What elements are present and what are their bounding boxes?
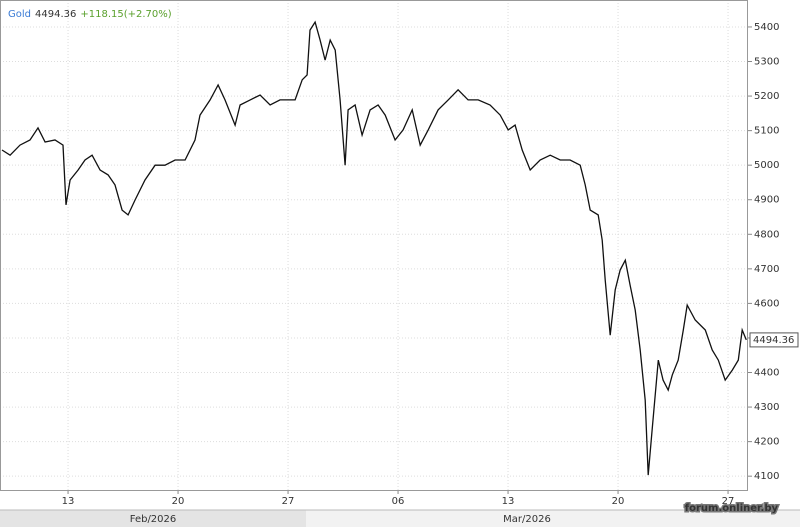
x-tick-label: 27	[722, 496, 735, 507]
month-band	[0, 510, 306, 527]
month-band	[306, 510, 800, 527]
watermark: forum.onliner.by	[685, 503, 779, 514]
y-tick-label: 5300	[754, 57, 779, 68]
instrument-name: Gold	[8, 9, 31, 20]
y-tick-label: 5400	[754, 22, 779, 33]
y-tick-label: 4600	[754, 298, 779, 309]
y-tick-label: 5000	[754, 160, 779, 171]
y-tick-label: 4800	[754, 229, 779, 240]
y-tick-label: 4200	[754, 437, 779, 448]
x-tick-label: 13	[502, 496, 515, 507]
header: Gold 4494.36 +118.15(+2.70%)	[8, 9, 172, 20]
month-label: Feb/2026	[130, 514, 177, 525]
x-tick-label: 27	[282, 496, 295, 507]
y-tick-label: 4900	[754, 195, 779, 206]
price-marker-label: 4494.36	[753, 335, 794, 346]
change: +118.15(+2.70%)	[80, 9, 171, 20]
x-tick-label: 20	[612, 496, 625, 507]
x-tick-label: 06	[392, 496, 405, 507]
plot-frame	[0, 0, 748, 491]
y-tick-label: 4300	[754, 402, 779, 413]
y-tick-label: 4400	[754, 368, 779, 379]
x-tick-label: 13	[62, 496, 75, 507]
y-tick-label: 4100	[754, 471, 779, 482]
y-tick-label: 5100	[754, 126, 779, 137]
month-label: Mar/2026	[503, 514, 551, 525]
x-tick-label: 20	[172, 496, 185, 507]
y-tick-label: 5200	[754, 91, 779, 102]
price: 4494.36	[35, 9, 76, 20]
price-marker	[749, 332, 799, 348]
y-tick-label: 4700	[754, 264, 779, 275]
price-line	[1, 20, 747, 476]
